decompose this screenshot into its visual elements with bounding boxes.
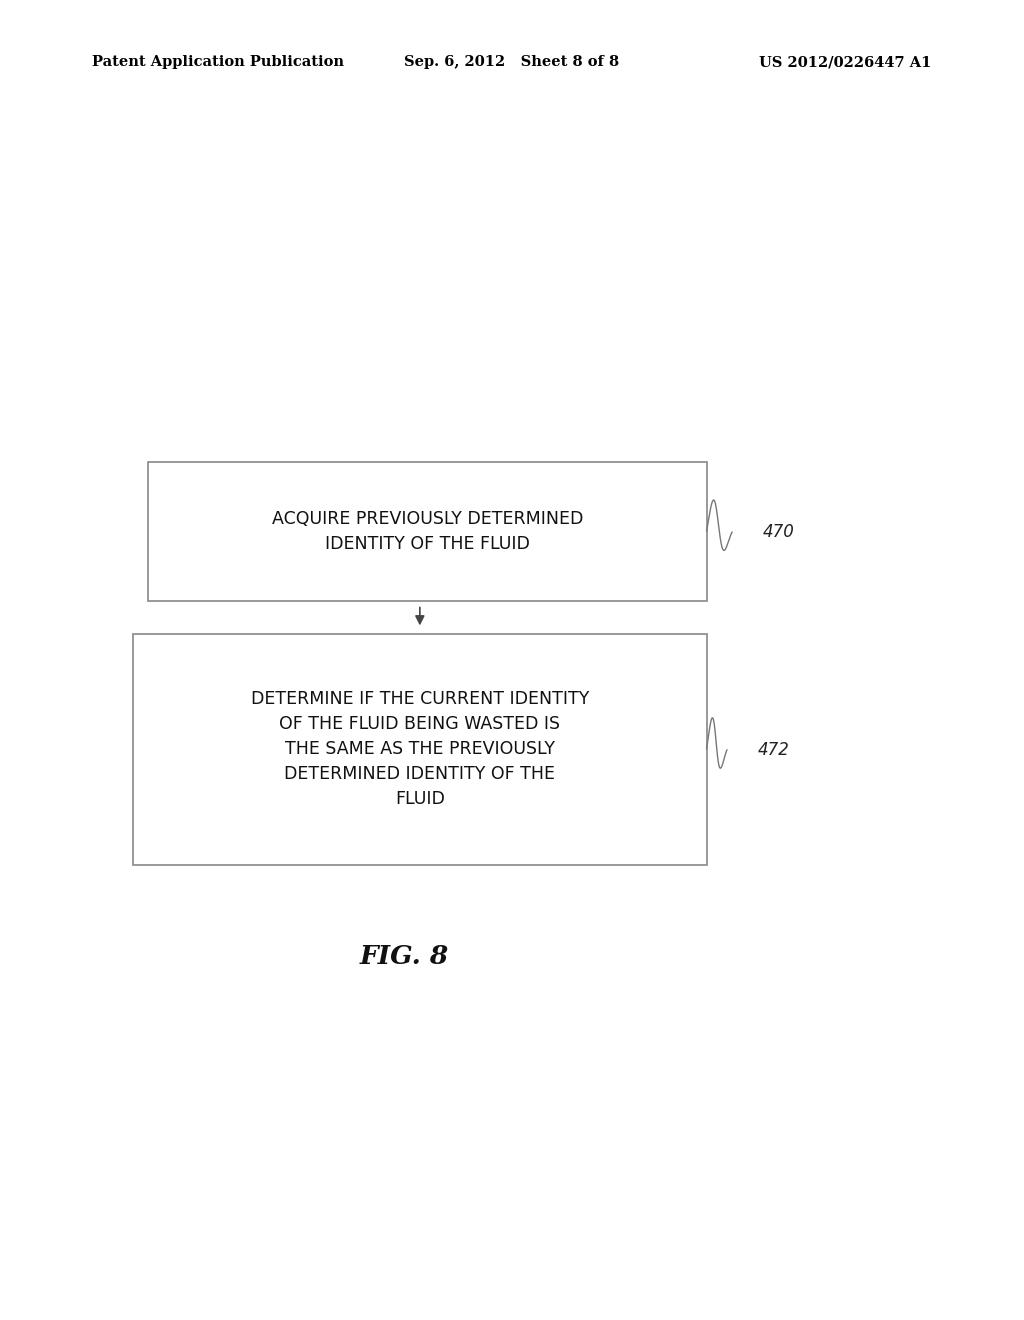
FancyBboxPatch shape <box>148 462 707 601</box>
Text: 470: 470 <box>763 523 795 541</box>
FancyBboxPatch shape <box>133 634 707 865</box>
Text: Patent Application Publication: Patent Application Publication <box>92 55 344 70</box>
Text: DETERMINE IF THE CURRENT IDENTITY
OF THE FLUID BEING WASTED IS
THE SAME AS THE P: DETERMINE IF THE CURRENT IDENTITY OF THE… <box>251 690 589 808</box>
Text: FIG. 8: FIG. 8 <box>359 944 450 969</box>
Text: US 2012/0226447 A1: US 2012/0226447 A1 <box>760 55 932 70</box>
Text: Sep. 6, 2012   Sheet 8 of 8: Sep. 6, 2012 Sheet 8 of 8 <box>404 55 620 70</box>
Text: ACQUIRE PREVIOUSLY DETERMINED
IDENTITY OF THE FLUID: ACQUIRE PREVIOUSLY DETERMINED IDENTITY O… <box>271 510 584 553</box>
Text: 472: 472 <box>758 741 790 759</box>
